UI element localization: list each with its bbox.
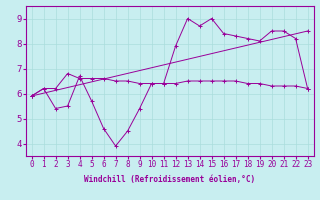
X-axis label: Windchill (Refroidissement éolien,°C): Windchill (Refroidissement éolien,°C)	[84, 175, 255, 184]
